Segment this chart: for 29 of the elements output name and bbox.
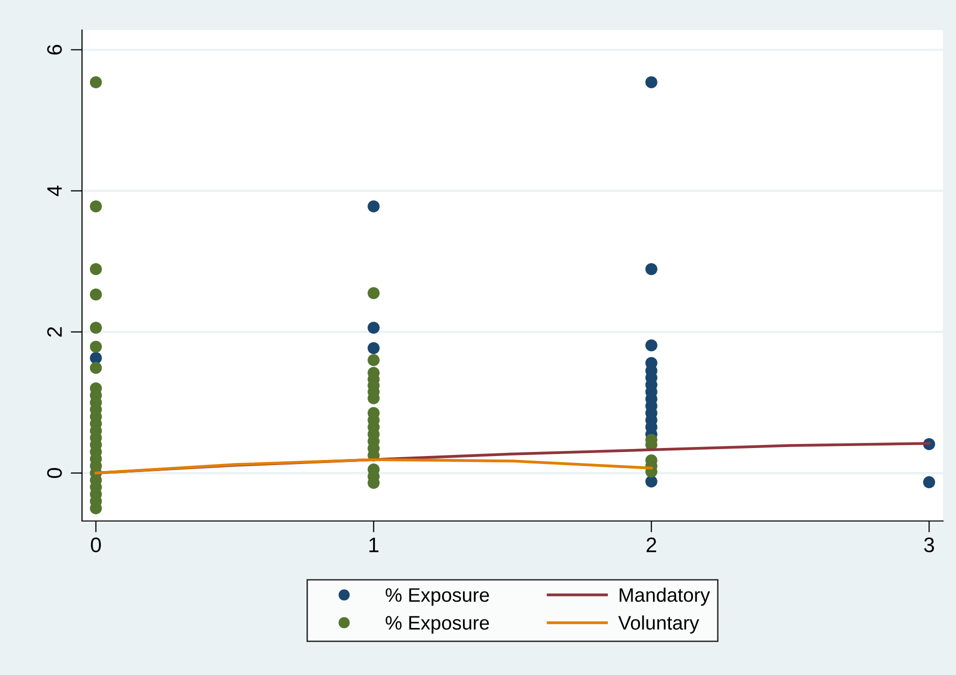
point [645,76,658,88]
y-tick-label: 2 [47,327,62,337]
x-tick-label: 0 [90,538,101,552]
point [90,322,102,334]
legend-label: % Exposure [386,616,489,634]
y-tick-label: 6 [47,44,62,54]
point [90,362,102,374]
point [645,475,658,488]
point [368,354,380,366]
y-tick-label: 4 [47,186,62,196]
point [90,76,102,88]
point [90,340,102,353]
point [90,200,102,212]
legend-label: Voluntary [618,615,700,634]
point [645,339,658,352]
point [368,200,380,212]
point [368,342,380,354]
point [923,476,936,488]
point [90,288,102,301]
point [90,263,102,276]
point [368,287,380,300]
x-tick-label: 2 [646,538,656,552]
x-tick-label: 3 [924,538,934,552]
legend-label: % Exposure [386,588,489,606]
y-tick-label: 0 [47,468,62,478]
x-tick-label: 1 [369,538,378,552]
legend-label: Mandatory [620,588,710,606]
point [645,263,658,276]
point [368,322,380,334]
